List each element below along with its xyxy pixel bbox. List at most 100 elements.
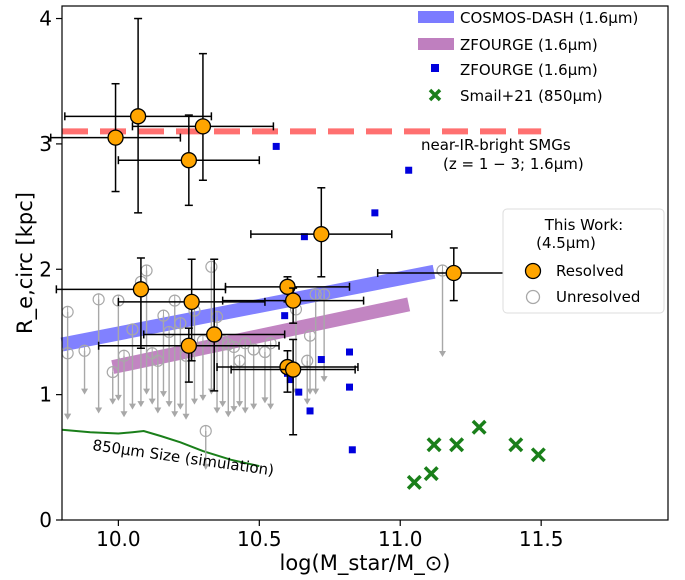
unresolved-arrow-head xyxy=(439,351,447,358)
resolved-point-7 xyxy=(224,276,351,303)
legend-swatch-zfourge-band xyxy=(418,38,454,50)
resolved-marker xyxy=(180,337,197,354)
unresolved-arrow-head xyxy=(230,406,238,413)
resolved-marker xyxy=(194,118,212,135)
unresolved-marker xyxy=(239,337,252,350)
resolved-point-4 xyxy=(250,187,393,278)
zfourge-point-0 xyxy=(272,142,280,150)
smail-points xyxy=(406,419,546,490)
unresolved-point-23 xyxy=(227,340,241,413)
zfourge-point-6 xyxy=(300,233,308,241)
unresolved-point-32 xyxy=(303,329,317,395)
unresolved-arrow-head xyxy=(171,411,179,418)
resolved-marker xyxy=(445,264,462,282)
unresolved-marker xyxy=(78,344,91,357)
unresolved-arrow-head xyxy=(312,388,320,395)
x-tick-label-2: 11.0 xyxy=(378,527,423,551)
unresolved-arrow-head xyxy=(95,407,103,414)
resolved-point-10 xyxy=(97,327,280,383)
unresolved-arrow-head xyxy=(176,403,184,410)
resolved-marker xyxy=(132,281,150,298)
resolved-point-1 xyxy=(64,17,213,214)
unresolved-arrow-head xyxy=(120,411,128,418)
resolved-point-3 xyxy=(131,52,275,182)
simulation-line xyxy=(61,428,260,468)
smail-point-3 xyxy=(449,437,465,453)
x-tick-label-0: 10.0 xyxy=(96,527,141,551)
unresolved-arrow-head xyxy=(128,403,136,410)
x-tick-label-3: 11.5 xyxy=(519,527,564,551)
y-tick-label-4: 4 xyxy=(39,7,52,31)
zfourge-point-5 xyxy=(295,388,303,396)
unresolved-arrow-head xyxy=(241,407,249,414)
unresolved-arrow-head xyxy=(81,388,89,395)
unresolved-point-29 xyxy=(199,424,212,470)
smail-point-1 xyxy=(423,466,439,482)
unresolved-arrow-head xyxy=(267,403,275,410)
unresolved-arrow-head xyxy=(114,394,122,401)
unresolved-point-17 xyxy=(188,304,201,405)
unresolved-marker xyxy=(318,288,331,301)
axes: 10.0 10.5 11.0 11.5 0 1 2 3 4 xyxy=(39,5,669,551)
y-tick-label-1: 1 xyxy=(39,383,52,407)
resolved-point-8 xyxy=(221,287,365,324)
resolved-point-5 xyxy=(55,257,227,349)
unresolved-arrow-head xyxy=(202,463,210,470)
unresolved-marker xyxy=(309,288,322,301)
unresolved-arrow-head xyxy=(64,413,72,420)
smail-point-4 xyxy=(471,419,487,435)
unresolved-marker xyxy=(205,260,218,273)
unresolved-arrow-head xyxy=(213,407,221,414)
unresolved-point-4 xyxy=(106,365,119,405)
x-tick-label-1: 10.5 xyxy=(237,527,282,551)
resolved-marker xyxy=(313,226,330,243)
unresolved-arrow-head xyxy=(250,403,258,410)
unresolved-arrow-head xyxy=(159,391,167,398)
zfourge-point-1 xyxy=(281,312,289,320)
zfourge-point-11 xyxy=(348,446,356,454)
smail-point-0 xyxy=(406,474,422,490)
legend-marker-resolved xyxy=(524,262,542,280)
unresolved-arrow-head xyxy=(199,394,207,401)
unresolved-arrow-head xyxy=(165,401,173,408)
unresolved-marker xyxy=(210,310,224,324)
unresolved-arrow-head xyxy=(219,401,227,408)
resolved-marker xyxy=(183,293,200,311)
unresolved-arrow-head xyxy=(320,376,328,383)
legend-marker-unresolved xyxy=(525,289,541,305)
unresolved-arrow-head xyxy=(154,407,162,414)
smg-label-line2: (z = 1 − 3; 1.6μm) xyxy=(443,155,584,173)
unresolved-marker xyxy=(126,323,139,336)
unresolved-marker xyxy=(301,354,314,367)
legend-label-cosmos: COSMOS-DASH (1.6μm) xyxy=(460,9,638,27)
unresolved-arrow-head xyxy=(303,398,311,405)
legend-work-frame xyxy=(502,208,665,314)
plot-frame xyxy=(61,5,669,521)
resolved-marker xyxy=(279,278,296,295)
legend-label-zfourge-band: ZFOURGE (1.6μm) xyxy=(460,36,598,54)
unresolved-arrow-head xyxy=(109,398,117,405)
unresolved-marker xyxy=(112,294,125,307)
zfourge-point-13 xyxy=(405,166,413,174)
unresolved-point-5 xyxy=(112,294,125,401)
legend-swatch-cosmos xyxy=(418,11,454,23)
legend-swatch-zfourge-square xyxy=(431,64,439,72)
zfourge-point-7 xyxy=(306,407,314,415)
y-tick-label-0: 0 xyxy=(39,508,52,532)
legend-swatch-smail-x xyxy=(428,88,442,102)
unresolved-arrow-head xyxy=(137,401,145,408)
unresolved-point-7 xyxy=(126,323,139,410)
unresolved-marker xyxy=(264,337,277,350)
resolved-marker xyxy=(107,129,124,146)
zfourge-point-10 xyxy=(345,383,353,391)
unresolved-arrow-head xyxy=(306,388,314,395)
smail-point-5 xyxy=(508,437,524,453)
unresolved-point-2 xyxy=(78,344,91,395)
unresolved-point-3 xyxy=(92,293,105,414)
zfourge-point-9 xyxy=(345,348,353,356)
unresolved-marker xyxy=(247,343,260,356)
resolved-point-12 xyxy=(230,338,356,436)
unresolved-arrow-head xyxy=(148,398,156,405)
legend-work-title-line2: (4.5μm) xyxy=(536,234,596,252)
